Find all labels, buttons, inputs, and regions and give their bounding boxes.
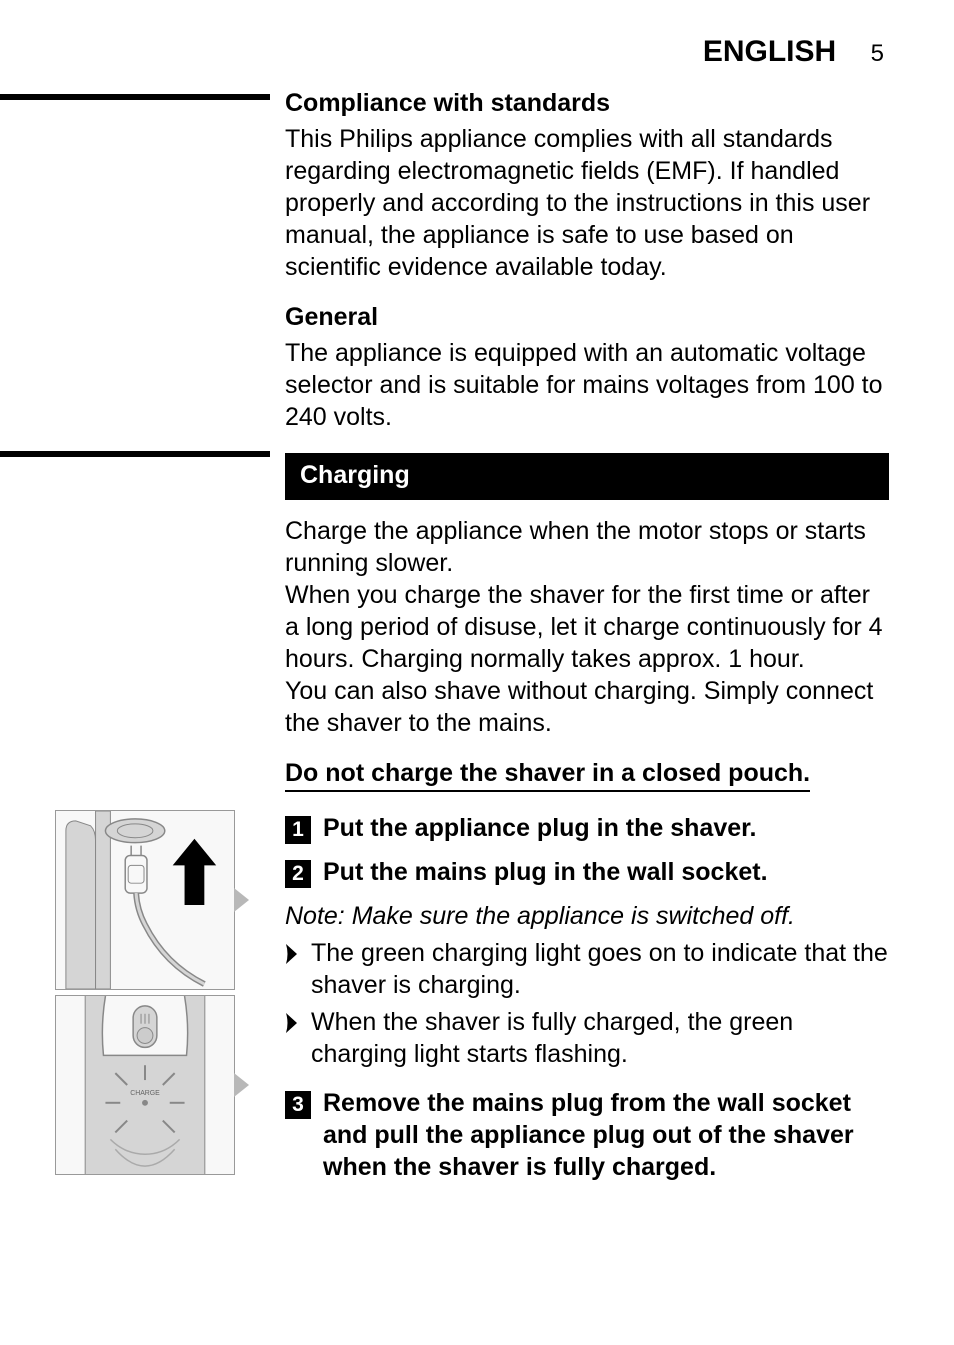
illustration-pointer xyxy=(234,1073,249,1097)
bullet-1-row: The green charging light goes on to indi… xyxy=(285,937,889,1001)
page-number: 5 xyxy=(871,40,884,67)
illustration-charging-light: CHARGE xyxy=(55,995,235,1175)
content-column: Compliance with standards This Philips a… xyxy=(285,89,889,1183)
step-1-number: 1 xyxy=(285,816,311,844)
general-heading: General xyxy=(285,303,889,332)
page-header: ENGLISH 5 xyxy=(0,0,954,89)
charging-intro-1: Charge the appliance when the motor stop… xyxy=(285,515,889,579)
step-3-row: 3 Remove the mains plug from the wall so… xyxy=(285,1087,889,1183)
plug-shaver-icon xyxy=(56,811,234,989)
margin-rule-charging xyxy=(0,451,270,457)
step-2-row: 2 Put the mains plug in the wall socket. xyxy=(285,856,889,888)
step-1-text: Put the appliance plug in the shaver. xyxy=(323,812,756,844)
bullet-icon xyxy=(285,1012,299,1034)
general-body: The appliance is equipped with an automa… xyxy=(285,337,889,433)
illustration-pointer xyxy=(234,888,249,912)
step-1-row: 1 Put the appliance plug in the shaver. xyxy=(285,812,889,844)
compliance-heading: Compliance with standards xyxy=(285,89,889,118)
charging-intro-3: You can also shave without charging. Sim… xyxy=(285,675,889,739)
svg-text:CHARGE: CHARGE xyxy=(130,1090,160,1097)
step-3-text: Remove the mains plug from the wall sock… xyxy=(323,1087,889,1183)
bullet-1-text: The green charging light goes on to indi… xyxy=(311,937,889,1001)
charging-light-icon: CHARGE xyxy=(56,996,234,1174)
step-3-number: 3 xyxy=(285,1091,311,1119)
step-2-number: 2 xyxy=(285,860,311,888)
step-2-text: Put the mains plug in the wall socket. xyxy=(323,856,768,888)
charging-section-bar: Charging xyxy=(285,453,889,500)
charging-warning: Do not charge the shaver in a closed pou… xyxy=(285,759,810,792)
compliance-body: This Philips appliance complies with all… xyxy=(285,123,889,283)
charging-intro-2: When you charge the shaver for the first… xyxy=(285,579,889,675)
bullet-2-text: When the shaver is fully charged, the gr… xyxy=(311,1006,889,1070)
charging-note: Note: Make sure the appliance is switche… xyxy=(285,900,889,932)
bullet-icon xyxy=(285,943,299,965)
page-language: ENGLISH xyxy=(703,35,836,68)
margin-rule-top xyxy=(0,94,270,100)
bullet-2-row: When the shaver is fully charged, the gr… xyxy=(285,1006,889,1070)
illustration-plug-shaver xyxy=(55,810,235,990)
